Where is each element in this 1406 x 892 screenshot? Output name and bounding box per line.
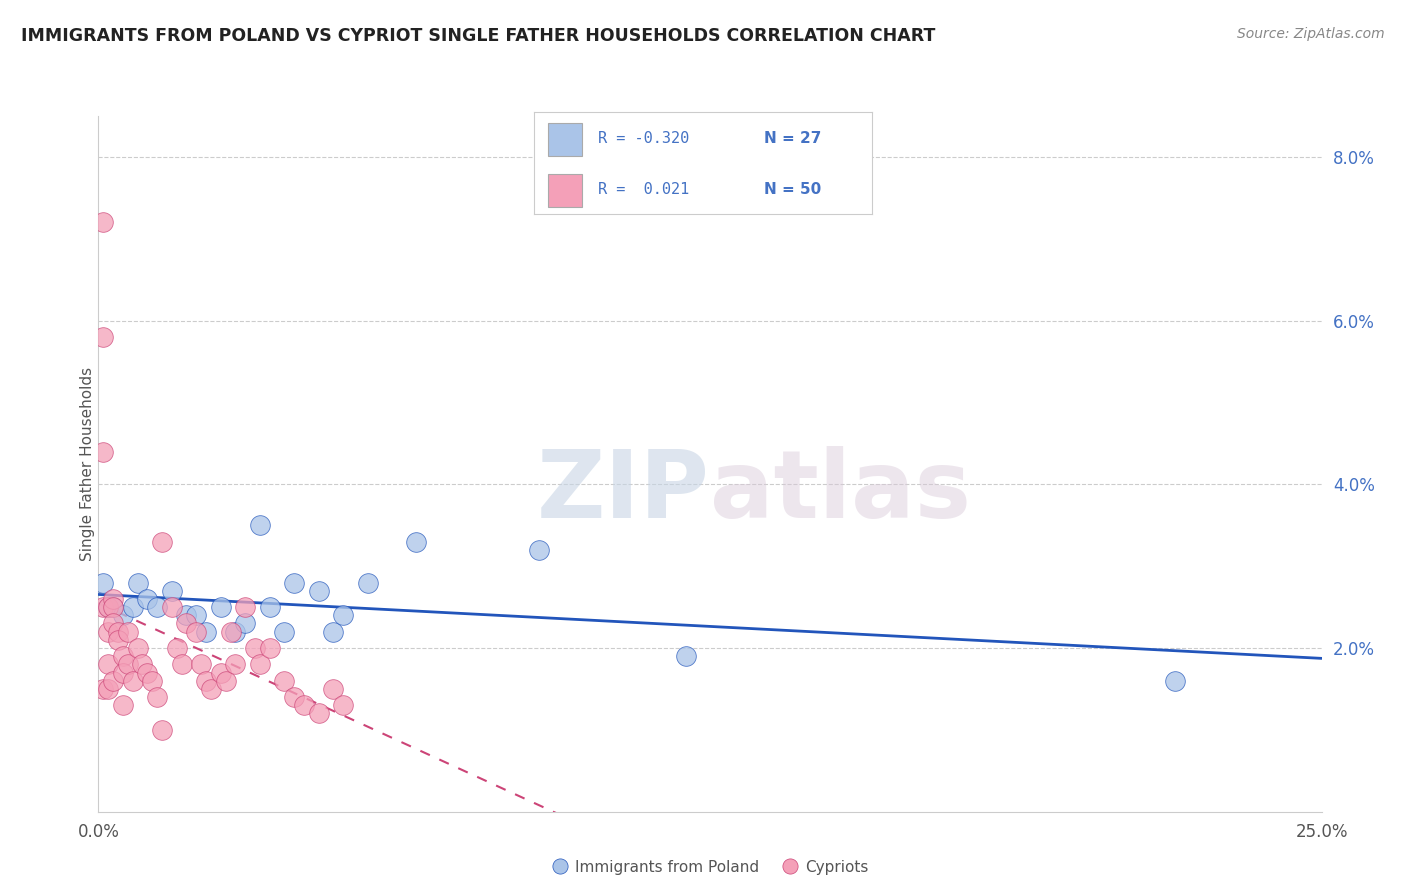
Point xyxy=(91,444,114,458)
Point xyxy=(214,673,236,688)
Point xyxy=(117,657,139,672)
FancyBboxPatch shape xyxy=(548,123,582,155)
Point xyxy=(127,575,149,590)
Point xyxy=(91,600,114,615)
Text: IMMIGRANTS FROM POLAND VS CYPRIOT SINGLE FATHER HOUSEHOLDS CORRELATION CHART: IMMIGRANTS FROM POLAND VS CYPRIOT SINGLE… xyxy=(21,27,935,45)
Point xyxy=(101,600,124,615)
Point xyxy=(675,649,697,664)
Point xyxy=(186,608,208,623)
Point xyxy=(97,657,120,672)
Point xyxy=(308,583,330,598)
FancyBboxPatch shape xyxy=(548,174,582,207)
Point xyxy=(176,608,198,623)
Point xyxy=(136,665,159,680)
Point xyxy=(170,657,193,672)
Point xyxy=(97,600,120,615)
Point xyxy=(136,591,159,606)
Point xyxy=(101,600,124,615)
Point xyxy=(233,616,256,631)
Point xyxy=(200,681,222,696)
Point xyxy=(322,624,344,639)
Point xyxy=(209,600,232,615)
Point xyxy=(101,673,124,688)
Point xyxy=(332,608,354,623)
Point xyxy=(91,681,114,696)
Point xyxy=(131,657,153,672)
Point xyxy=(91,215,114,229)
Point xyxy=(91,330,114,344)
Text: atlas: atlas xyxy=(710,446,972,538)
Point xyxy=(101,591,124,606)
Point xyxy=(107,624,129,639)
Point xyxy=(160,583,183,598)
Point xyxy=(259,600,281,615)
Point xyxy=(97,624,120,639)
Point xyxy=(283,690,305,705)
Point xyxy=(127,640,149,655)
Point xyxy=(283,575,305,590)
Text: R = -0.320: R = -0.320 xyxy=(599,130,690,145)
Point xyxy=(249,657,271,672)
Point xyxy=(273,624,295,639)
Point xyxy=(332,698,354,713)
Point xyxy=(356,575,378,590)
Point xyxy=(146,690,169,705)
Point xyxy=(150,534,173,549)
Legend: Immigrants from Poland, Cypriots: Immigrants from Poland, Cypriots xyxy=(546,854,875,880)
Point xyxy=(322,681,344,696)
Point xyxy=(121,600,143,615)
Point xyxy=(259,640,281,655)
Point xyxy=(111,665,134,680)
Text: Source: ZipAtlas.com: Source: ZipAtlas.com xyxy=(1237,27,1385,41)
Point xyxy=(101,616,124,631)
Text: N = 27: N = 27 xyxy=(763,130,821,145)
Point xyxy=(166,640,188,655)
Point xyxy=(405,534,427,549)
Point xyxy=(273,673,295,688)
Point xyxy=(107,632,129,647)
Point xyxy=(91,575,114,590)
Text: R =  0.021: R = 0.021 xyxy=(599,182,690,197)
Point xyxy=(146,600,169,615)
Point xyxy=(97,600,120,615)
Point xyxy=(160,600,183,615)
Point xyxy=(527,542,550,557)
Point xyxy=(243,640,266,655)
Point xyxy=(111,649,134,664)
Point xyxy=(195,673,218,688)
Point xyxy=(150,723,173,737)
Point xyxy=(292,698,315,713)
Point xyxy=(224,624,246,639)
Point xyxy=(224,657,246,672)
Point xyxy=(121,673,143,688)
Point xyxy=(111,608,134,623)
Point xyxy=(249,518,271,533)
Point xyxy=(219,624,242,639)
Text: ZIP: ZIP xyxy=(537,446,710,538)
Point xyxy=(186,624,208,639)
Point xyxy=(233,600,256,615)
Point xyxy=(117,624,139,639)
Text: N = 50: N = 50 xyxy=(763,182,821,197)
Point xyxy=(308,706,330,721)
Point xyxy=(195,624,218,639)
Point xyxy=(176,616,198,631)
Y-axis label: Single Father Households: Single Father Households xyxy=(80,367,94,561)
Point xyxy=(190,657,212,672)
Point xyxy=(111,698,134,713)
Point xyxy=(97,681,120,696)
Point xyxy=(141,673,163,688)
Point xyxy=(1164,673,1187,688)
Point xyxy=(209,665,232,680)
